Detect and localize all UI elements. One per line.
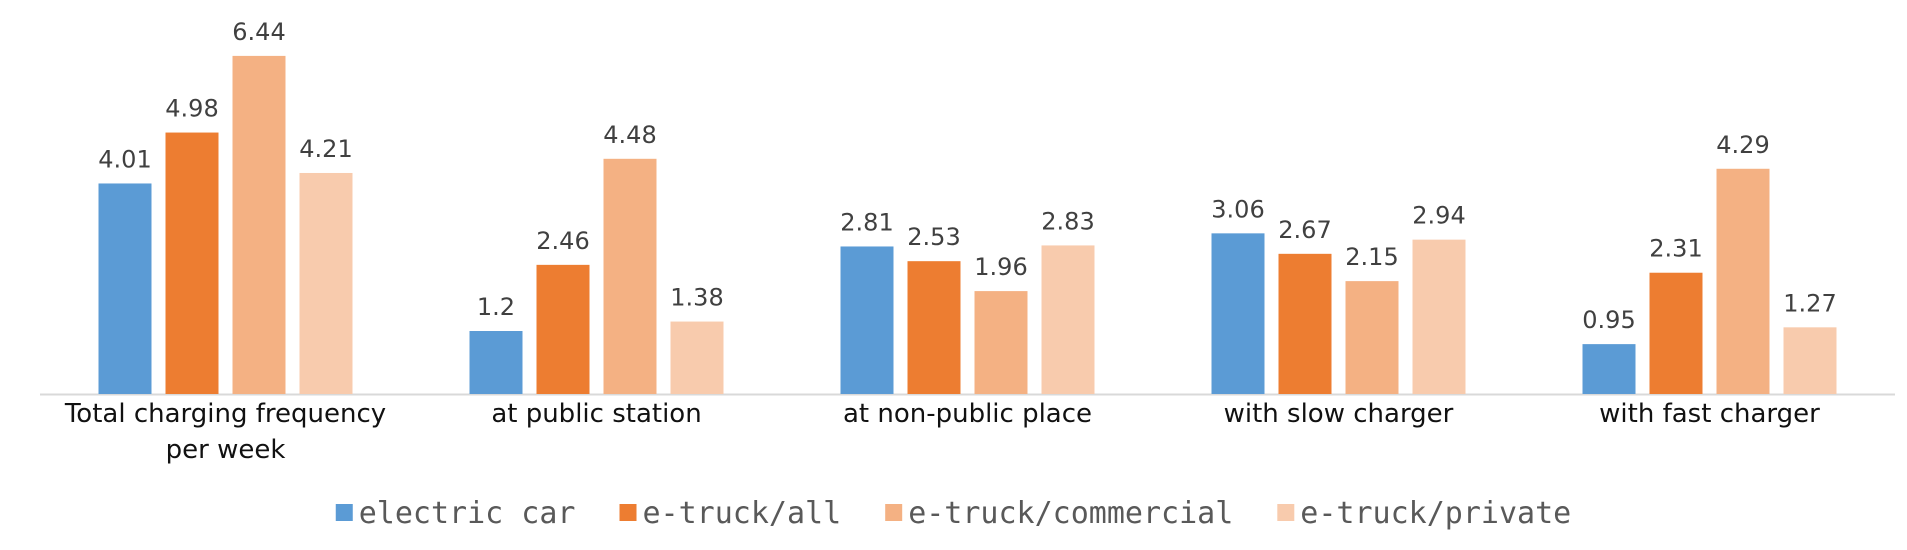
data-label-e-truck-all-total-charging-frequency-per-week: 4.98 [165, 95, 218, 123]
data-label-e-truck-commercial-with-slow-charger: 2.15 [1345, 243, 1398, 271]
bar-e-truck-all-with-slow-charger [1278, 253, 1332, 394]
bar-electric-car-at-public-station [469, 331, 523, 394]
legend-swatch-e-truck-commercial [885, 504, 903, 521]
legend-swatch-e-truck-all [619, 504, 637, 521]
bar-e-truck-commercial-at-public-station [603, 158, 657, 394]
data-label-e-truck-private-at-non-public-place: 2.83 [1041, 207, 1094, 235]
bar-e-truck-commercial-with-fast-charger [1716, 168, 1770, 394]
bar-electric-car-total-charging-frequency-per-week [98, 183, 152, 394]
bar-electric-car-with-slow-charger [1211, 233, 1265, 394]
bar-e-truck-all-at-public-station [536, 264, 590, 394]
bar-e-truck-all-total-charging-frequency-per-week [165, 132, 219, 395]
legend-swatch-e-truck-private [1277, 504, 1295, 521]
bar-e-truck-private-at-public-station [670, 321, 724, 394]
bar-e-truck-commercial-with-slow-charger [1345, 281, 1399, 394]
legend-label-e-truck-private: e-truck/private [1300, 496, 1571, 531]
category-label-at-public-station: at public station [491, 399, 701, 429]
data-label-e-truck-commercial-at-non-public-place: 1.96 [974, 253, 1027, 281]
legend-item-e-truck-all: e-truck/all [619, 496, 842, 531]
data-label-e-truck-private-with-fast-charger: 1.27 [1783, 289, 1836, 317]
bar-electric-car-at-non-public-place [840, 246, 894, 394]
bar-e-truck-commercial-total-charging-frequency-per-week [232, 55, 286, 395]
data-label-e-truck-all-at-non-public-place: 2.53 [907, 223, 960, 251]
data-label-electric-car-with-slow-charger: 3.06 [1211, 195, 1264, 223]
data-label-electric-car-total-charging-frequency-per-week: 4.01 [98, 145, 151, 173]
legend-item-e-truck-private: e-truck/private [1277, 496, 1571, 531]
data-label-e-truck-commercial-at-public-station: 4.48 [603, 121, 656, 149]
legend-item-e-truck-commercial: e-truck/commercial [885, 496, 1233, 531]
bar-e-truck-private-total-charging-frequency-per-week [299, 172, 353, 394]
category-label-total-charging-frequency-per-week: Total charging frequency per week [64, 399, 386, 465]
bar-e-truck-private-with-slow-charger [1412, 239, 1466, 394]
legend-label-e-truck-commercial: e-truck/commercial [908, 496, 1233, 531]
bar-e-truck-all-at-non-public-place [907, 261, 961, 394]
bar-e-truck-private-at-non-public-place [1041, 245, 1095, 394]
bar-e-truck-private-with-fast-charger [1783, 327, 1837, 394]
data-label-electric-car-at-public-station: 1.2 [477, 293, 515, 321]
legend-label-electric-car: electric car [359, 496, 576, 531]
data-label-e-truck-private-at-public-station: 1.38 [670, 284, 723, 312]
bar-electric-car-with-fast-charger [1582, 344, 1636, 394]
data-label-electric-car-with-fast-charger: 0.95 [1582, 306, 1635, 334]
data-label-e-truck-commercial-total-charging-frequency-per-week: 6.44 [232, 18, 285, 46]
category-label-with-slow-charger: with slow charger [1224, 399, 1454, 429]
data-label-e-truck-all-at-public-station: 2.46 [536, 227, 589, 255]
data-label-e-truck-all-with-fast-charger: 2.31 [1649, 235, 1702, 263]
data-label-e-truck-private-total-charging-frequency-per-week: 4.21 [299, 135, 352, 163]
legend-item-electric-car: electric car [335, 496, 576, 531]
data-label-electric-car-at-non-public-place: 2.81 [840, 208, 893, 236]
data-label-e-truck-all-with-slow-charger: 2.67 [1278, 216, 1331, 244]
category-label-at-non-public-place: at non-public place [843, 399, 1092, 429]
legend-label-e-truck-all: e-truck/all [643, 496, 842, 531]
bar-e-truck-all-with-fast-charger [1649, 272, 1703, 394]
bar-e-truck-commercial-at-non-public-place [974, 291, 1028, 394]
data-label-e-truck-private-with-slow-charger: 2.94 [1412, 202, 1465, 230]
category-label-with-fast-charger: with fast charger [1599, 399, 1820, 429]
data-label-e-truck-commercial-with-fast-charger: 4.29 [1716, 131, 1769, 159]
legend-swatch-electric-car [335, 504, 353, 521]
